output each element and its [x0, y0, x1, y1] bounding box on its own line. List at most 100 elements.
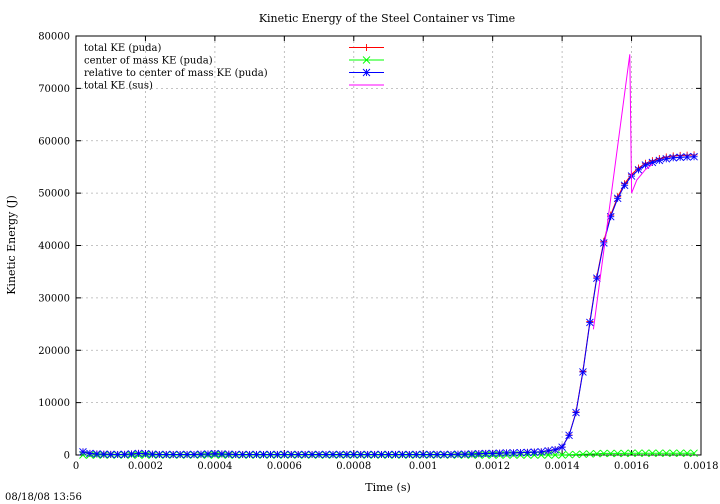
- data-point: [238, 450, 247, 459]
- data-point: [634, 165, 643, 174]
- data-point: [370, 450, 379, 459]
- data-point: [683, 449, 691, 457]
- data-point: [488, 449, 497, 458]
- data-point: [565, 431, 573, 440]
- data-point: [363, 450, 372, 459]
- data-point: [565, 450, 573, 459]
- data-point: [572, 450, 580, 459]
- series-line: [592, 54, 653, 330]
- y-tick-label: 20000: [38, 346, 70, 357]
- data-point: [113, 450, 122, 459]
- data-point: [447, 450, 455, 459]
- data-point: [495, 449, 504, 457]
- data-point: [190, 450, 198, 459]
- data-point: [204, 450, 212, 458]
- x-tick-label: 0.0004: [197, 461, 232, 472]
- y-tick-label: 80000: [38, 32, 70, 43]
- data-point: [558, 443, 566, 451]
- data-point: [329, 450, 337, 459]
- data-point: [141, 449, 150, 458]
- series-layer: [79, 54, 698, 459]
- chart-title: Kinetic Energy of the Steel Container vs…: [259, 12, 515, 25]
- y-tick-label: 70000: [38, 84, 70, 95]
- data-point: [530, 448, 539, 456]
- y-tick-label: 60000: [38, 136, 70, 147]
- data-point: [468, 450, 476, 458]
- y-tick-label: 30000: [38, 293, 70, 304]
- timestamp-label: 08/18/08 13:56: [5, 492, 82, 503]
- axis-ticks: 0 0.0002 0.0004 0.0006 0.0008 0.001 0.0012 0.00…: [38, 32, 718, 473]
- data-point: [648, 158, 657, 167]
- data-point: [99, 450, 108, 459]
- data-point: [419, 450, 428, 459]
- series-relative-to-center-of-mass-ke-puda: [79, 152, 698, 459]
- data-point: [648, 449, 657, 457]
- data-point: [502, 449, 511, 457]
- x-tick-label: 0.0008: [336, 461, 371, 472]
- x-axis-title: Time (s): [365, 481, 411, 494]
- data-point: [155, 450, 164, 459]
- x-tick-label: 0.0012: [475, 461, 510, 472]
- data-point: [134, 449, 143, 458]
- data-point: [586, 450, 594, 458]
- data-point: [183, 450, 191, 459]
- data-point: [620, 449, 629, 458]
- x-tick-label: 0.0016: [614, 461, 649, 472]
- data-point: [127, 450, 136, 458]
- data-point: [662, 155, 671, 163]
- data-point: [481, 449, 490, 458]
- data-point: [398, 450, 407, 459]
- data-point: [690, 449, 698, 457]
- legend-label: total KE (sus): [84, 81, 153, 92]
- data-point: [273, 450, 282, 459]
- data-point: [259, 450, 268, 459]
- x-tick-label: 0.0014: [545, 461, 580, 472]
- data-point: [169, 450, 178, 459]
- series-total-ke-sus: [592, 54, 653, 330]
- data-point: [523, 448, 532, 457]
- data-point: [176, 450, 184, 459]
- x-tick-label: 0.0002: [128, 461, 163, 472]
- data-point: [349, 450, 358, 459]
- data-point: [558, 451, 566, 459]
- series-total-ke-puda: [79, 151, 698, 458]
- data-point: [599, 449, 608, 458]
- data-point: [669, 153, 678, 162]
- x-tick-label: 0.001: [409, 461, 438, 472]
- legend: total KE (puda) center of mass KE (puda)r…: [84, 43, 384, 92]
- data-point: [252, 450, 261, 459]
- data-point: [79, 448, 87, 456]
- data-point: [211, 449, 219, 458]
- legend-marker: [363, 44, 370, 51]
- data-point: [224, 450, 233, 459]
- x-tick-label: 0.0018: [684, 461, 719, 472]
- data-point: [93, 450, 101, 458]
- data-point: [461, 450, 469, 459]
- data-point: [454, 450, 462, 459]
- y-axis-title: Kinetic Energy (J): [5, 195, 18, 295]
- data-point: [669, 449, 678, 457]
- data-point: [308, 450, 316, 459]
- x-tick-label: 0.0006: [267, 461, 302, 472]
- data-point: [516, 448, 525, 457]
- data-point: [613, 449, 622, 458]
- data-point: [551, 445, 559, 454]
- legend-label: center of mass KE (puda): [84, 56, 213, 67]
- legend-label: total KE (puda): [84, 43, 161, 54]
- data-point: [433, 450, 441, 459]
- data-point: [356, 450, 365, 459]
- legend-marker: [362, 56, 371, 64]
- data-point: [218, 450, 226, 458]
- data-point: [593, 274, 601, 283]
- x-tick-label: 0: [73, 461, 79, 472]
- data-point: [544, 446, 553, 455]
- data-point: [280, 450, 289, 459]
- data-point: [572, 408, 580, 417]
- legend-marker: [362, 68, 371, 77]
- legend-label: relative to center of mass KE (puda): [84, 68, 268, 79]
- data-point: [301, 450, 309, 459]
- data-point: [634, 449, 643, 457]
- data-point: [676, 449, 684, 457]
- data-point: [412, 450, 421, 459]
